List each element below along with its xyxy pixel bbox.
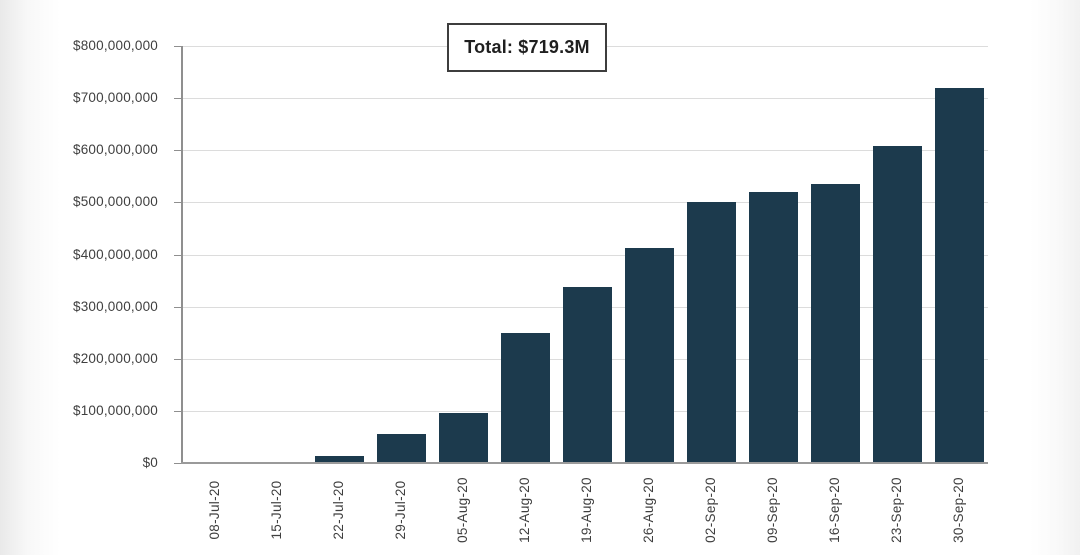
x-axis-tick-label: 26-Aug-20 bbox=[641, 465, 657, 555]
gridline bbox=[183, 98, 988, 99]
x-axis-tick-label: 22-Jul-20 bbox=[331, 465, 347, 555]
y-axis-tick-label: $600,000,000 bbox=[30, 142, 158, 158]
y-axis-tick-label: $400,000,000 bbox=[30, 247, 158, 263]
x-axis-tick-label: 05-Aug-20 bbox=[455, 465, 471, 555]
gridline bbox=[183, 202, 988, 203]
y-axis-tick-label: $300,000,000 bbox=[30, 299, 158, 315]
x-axis-tick-label: 29-Jul-20 bbox=[393, 465, 409, 555]
y-axis-tick-label: $100,000,000 bbox=[30, 403, 158, 419]
x-axis-tick-label: 23-Sep-20 bbox=[889, 465, 905, 555]
y-axis-tick-label: $0 bbox=[30, 455, 158, 471]
bar-16-Sep-20 bbox=[811, 184, 860, 463]
x-axis-tick-label: 19-Aug-20 bbox=[579, 465, 595, 555]
y-axis-tick-label: $800,000,000 bbox=[30, 38, 158, 54]
bar-23-Sep-20 bbox=[873, 146, 922, 463]
x-axis-tick-label: 08-Jul-20 bbox=[207, 465, 223, 555]
gridline bbox=[183, 255, 988, 256]
y-axis-tick-label: $700,000,000 bbox=[30, 90, 158, 106]
x-axis-tick-label: 15-Jul-20 bbox=[269, 465, 285, 555]
y-axis-tick-label: $200,000,000 bbox=[30, 351, 158, 367]
x-axis-tick-label: 16-Sep-20 bbox=[827, 465, 843, 555]
total-annotation-box: Total: $719.3M bbox=[447, 23, 607, 72]
y-axis-line bbox=[181, 46, 183, 464]
x-axis-line bbox=[181, 462, 988, 464]
bar-30-Sep-20 bbox=[935, 88, 984, 463]
bar-19-Aug-20 bbox=[563, 287, 612, 463]
x-axis-tick-label: 12-Aug-20 bbox=[517, 465, 533, 555]
bar-09-Sep-20 bbox=[749, 192, 798, 463]
total-annotation-text: Total: $719.3M bbox=[464, 37, 590, 58]
bar-02-Sep-20 bbox=[687, 202, 736, 463]
gridline bbox=[183, 150, 988, 151]
bar-26-Aug-20 bbox=[625, 248, 674, 463]
x-axis-tick-label: 09-Sep-20 bbox=[765, 465, 781, 555]
x-axis-tick-label: 30-Sep-20 bbox=[951, 465, 967, 555]
bar-29-Jul-20 bbox=[377, 434, 426, 463]
bar-05-Aug-20 bbox=[439, 413, 488, 463]
x-axis-tick-label: 02-Sep-20 bbox=[703, 465, 719, 555]
y-axis-tick-label: $500,000,000 bbox=[30, 194, 158, 210]
bar-12-Aug-20 bbox=[501, 333, 550, 463]
